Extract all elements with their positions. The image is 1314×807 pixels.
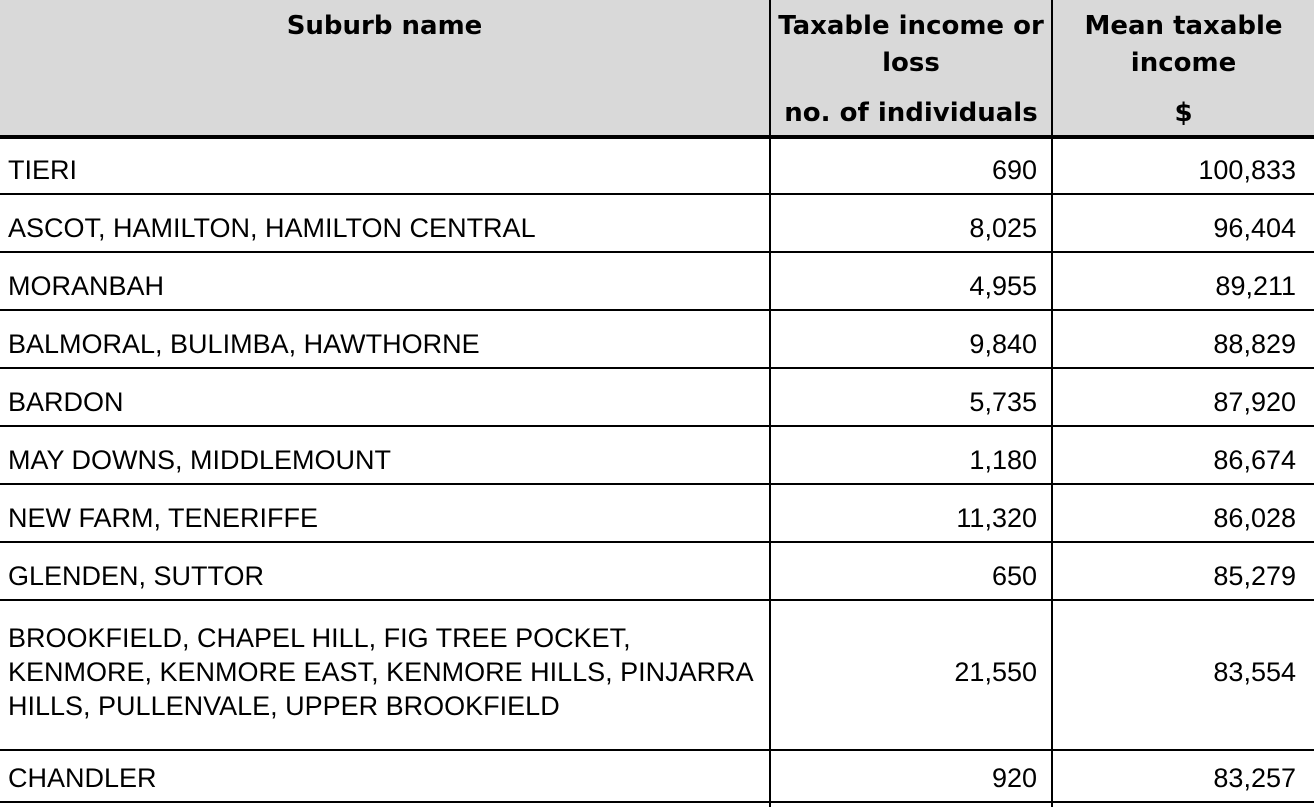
mean-income-value: 83,554 (1213, 657, 1296, 687)
individuals-cell (771, 803, 1053, 807)
mean-income-value: 89,211 (1215, 271, 1296, 301)
individuals-cell: 690 (771, 139, 1053, 193)
individuals-cell: 21,550 (771, 601, 1053, 749)
individuals-cell: 11,320 (771, 485, 1053, 541)
individuals-value: 9,840 (969, 329, 1037, 359)
suburb-cell: BROOKFIELD, CHAPEL HILL, FIG TREE POCKET… (0, 601, 771, 749)
header-cell-mean-income: Mean taxable income $ (1053, 0, 1314, 135)
table-row-clipped (0, 803, 1314, 807)
table-header-row: Suburb name Taxable income or loss no. o… (0, 0, 1314, 139)
mean-income-value: 96,404 (1213, 213, 1296, 243)
suburb-name: GLENDEN, SUTTOR (8, 561, 265, 591)
mean-income-cell: 100,833 (1053, 139, 1314, 193)
suburb-name: NEW FARM, TENERIFFE (8, 503, 319, 533)
mean-income-cell: 86,028 (1053, 485, 1314, 541)
mean-income-cell: 85,279 (1053, 543, 1314, 599)
individuals-cell: 650 (771, 543, 1053, 599)
mean-income-value: 86,674 (1213, 445, 1296, 475)
individuals-value: 1,180 (969, 445, 1037, 475)
suburb-cell: MORANBAH (0, 253, 771, 309)
individuals-cell: 920 (771, 751, 1053, 801)
taxable-income-header-label: Taxable income or loss (778, 11, 1044, 78)
suburb-cell (0, 803, 771, 807)
suburb-cell: TIERI (0, 139, 771, 193)
mean-income-cell: 86,674 (1053, 427, 1314, 483)
individuals-cell: 4,955 (771, 253, 1053, 309)
table-row: TIERI 690 100,833 (0, 139, 1314, 195)
mean-income-value: 87,920 (1213, 387, 1296, 417)
suburb-cell: BARDON (0, 369, 771, 425)
suburb-name: CHANDLER (8, 763, 157, 793)
suburb-cell: NEW FARM, TENERIFFE (0, 485, 771, 541)
mean-income-value: 86,028 (1213, 503, 1296, 533)
taxable-income-header-subtitle: no. of individuals (784, 98, 1038, 128)
suburb-cell: MAY DOWNS, MIDDLEMOUNT (0, 427, 771, 483)
suburb-name: BALMORAL, BULIMBA, HAWTHORNE (8, 329, 480, 359)
table-row: CHANDLER 920 83,257 (0, 751, 1314, 803)
individuals-cell: 9,840 (771, 311, 1053, 367)
header-cell-taxable-income: Taxable income or loss no. of individual… (771, 0, 1053, 135)
individuals-value: 690 (991, 155, 1037, 185)
suburb-cell: CHANDLER (0, 751, 771, 801)
mean-income-cell: 88,829 (1053, 311, 1314, 367)
individuals-value: 8,025 (969, 213, 1037, 243)
table-row: NEW FARM, TENERIFFE 11,320 86,028 (0, 485, 1314, 543)
table-row: ASCOT, HAMILTON, HAMILTON CENTRAL 8,025 … (0, 195, 1314, 253)
mean-income-header-subtitle: $ (1174, 98, 1193, 128)
individuals-value: 4,955 (969, 271, 1037, 301)
table-row: BALMORAL, BULIMBA, HAWTHORNE 9,840 88,82… (0, 311, 1314, 369)
suburb-name: MAY DOWNS, MIDDLEMOUNT (8, 445, 392, 475)
table-row: GLENDEN, SUTTOR 650 85,279 (0, 543, 1314, 601)
individuals-cell: 8,025 (771, 195, 1053, 251)
table-row: BARDON 5,735 87,920 (0, 369, 1314, 427)
suburb-name-header-label: Suburb name (286, 11, 483, 41)
mean-income-header-label: Mean taxable income (1084, 11, 1283, 78)
individuals-value: 21,550 (954, 657, 1037, 687)
mean-income-value: 85,279 (1213, 561, 1296, 591)
suburb-name: BROOKFIELD, CHAPEL HILL, FIG TREE POCKET… (8, 623, 753, 721)
suburb-cell: BALMORAL, BULIMBA, HAWTHORNE (0, 311, 771, 367)
mean-income-cell (1053, 803, 1314, 807)
suburb-name: TIERI (8, 155, 78, 185)
suburb-cell: ASCOT, HAMILTON, HAMILTON CENTRAL (0, 195, 771, 251)
mean-income-cell: 89,211 (1053, 253, 1314, 309)
mean-income-cell: 96,404 (1053, 195, 1314, 251)
suburb-cell: GLENDEN, SUTTOR (0, 543, 771, 599)
table-row: MORANBAH 4,955 89,211 (0, 253, 1314, 311)
mean-income-value: 100,833 (1198, 155, 1296, 185)
individuals-cell: 1,180 (771, 427, 1053, 483)
suburb-name: MORANBAH (8, 271, 165, 301)
table-row: MAY DOWNS, MIDDLEMOUNT 1,180 86,674 (0, 427, 1314, 485)
suburb-name: BARDON (8, 387, 124, 417)
mean-income-cell: 87,920 (1053, 369, 1314, 425)
mean-income-value: 88,829 (1213, 329, 1296, 359)
individuals-value: 650 (991, 561, 1037, 591)
individuals-cell: 5,735 (771, 369, 1053, 425)
suburb-name: ASCOT, HAMILTON, HAMILTON CENTRAL (8, 213, 536, 243)
mean-income-value: 83,257 (1213, 763, 1296, 793)
table-row: BROOKFIELD, CHAPEL HILL, FIG TREE POCKET… (0, 601, 1314, 751)
header-cell-suburb-name: Suburb name (0, 0, 771, 135)
mean-income-cell: 83,554 (1053, 601, 1314, 749)
individuals-value: 5,735 (969, 387, 1037, 417)
mean-income-cell: 83,257 (1053, 751, 1314, 801)
individuals-value: 11,320 (956, 503, 1037, 533)
individuals-value: 920 (991, 763, 1037, 793)
